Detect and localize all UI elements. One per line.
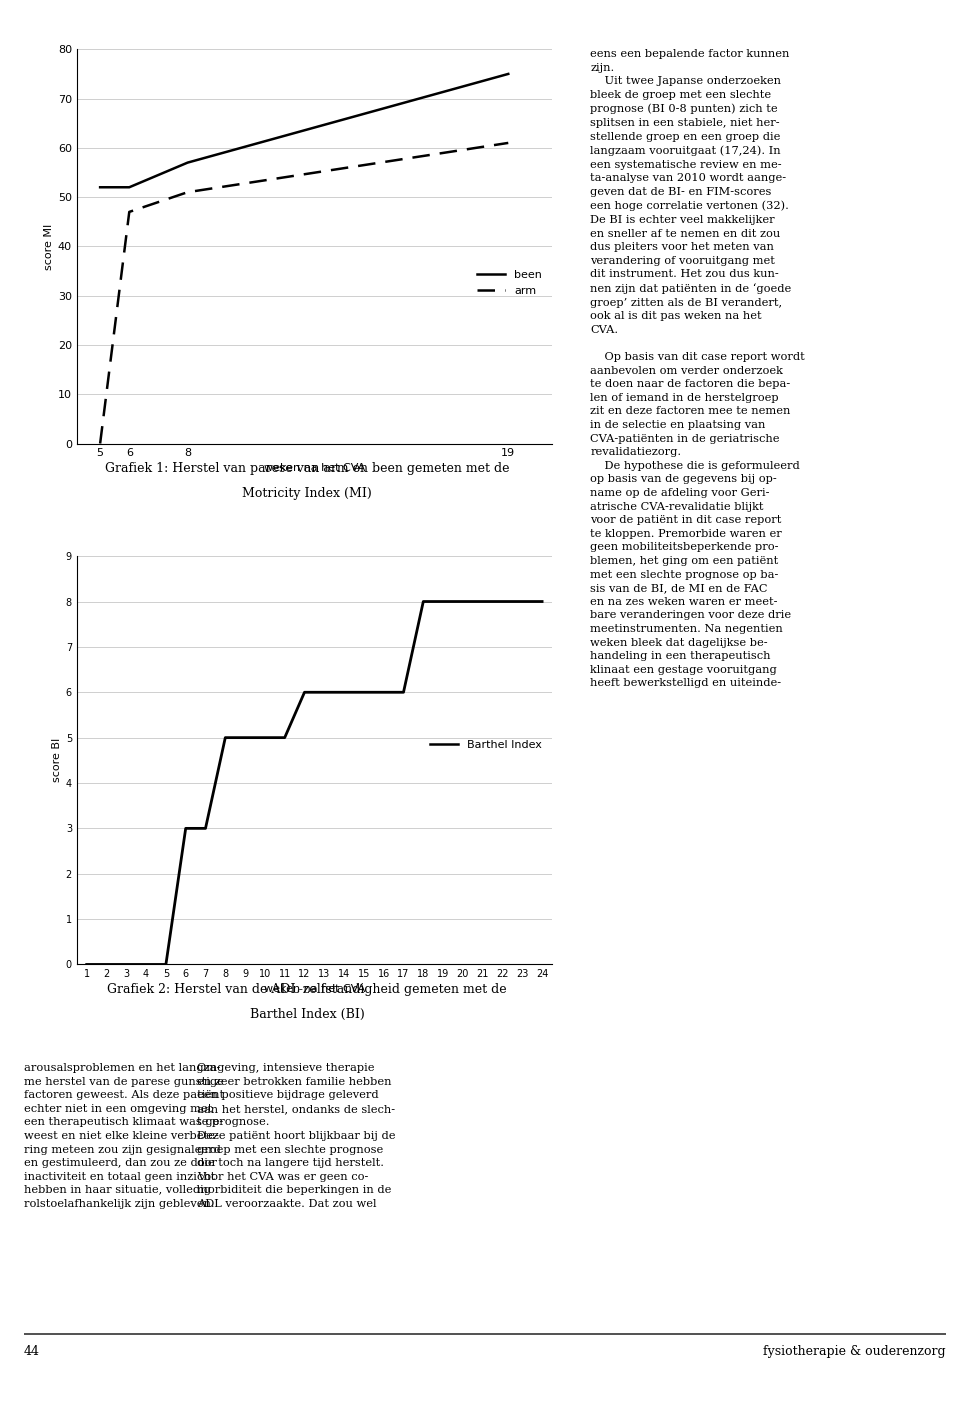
Y-axis label: score MI: score MI	[43, 224, 54, 269]
Legend: been, arm: been, arm	[473, 266, 546, 300]
Text: eens een bepalende factor kunnen
zijn.
    Uit twee Japanse onderzoeken
bleek de: eens een bepalende factor kunnen zijn. U…	[590, 49, 805, 689]
Text: fysiotherapie & ouderenzorg: fysiotherapie & ouderenzorg	[763, 1345, 946, 1357]
Text: Motricity Index (MI): Motricity Index (MI)	[242, 487, 372, 500]
Text: Barthel Index (BI): Barthel Index (BI)	[250, 1008, 365, 1021]
Text: arousalsproblemen en het langza-
me herstel van de parese gunstige
factoren gewe: arousalsproblemen en het langza- me hers…	[24, 1063, 224, 1209]
Text: Grafiek 2: Herstel van de ADL-zelfstandigheid gemeten met de: Grafiek 2: Herstel van de ADL-zelfstandi…	[108, 983, 507, 995]
Text: 44: 44	[24, 1345, 40, 1357]
Legend: Barthel Index: Barthel Index	[426, 736, 546, 755]
Text: Omgeving, intensieve therapie
en zeer betrokken familie hebben
een positieve bij: Omgeving, intensieve therapie en zeer be…	[197, 1063, 396, 1209]
X-axis label: weken na het CVA: weken na het CVA	[264, 984, 365, 994]
Y-axis label: score BI: score BI	[52, 738, 61, 783]
Text: Grafiek 1: Herstel van parese van arm en been gemeten met de: Grafiek 1: Herstel van parese van arm en…	[105, 462, 510, 474]
X-axis label: weken na het CVA: weken na het CVA	[264, 463, 365, 473]
